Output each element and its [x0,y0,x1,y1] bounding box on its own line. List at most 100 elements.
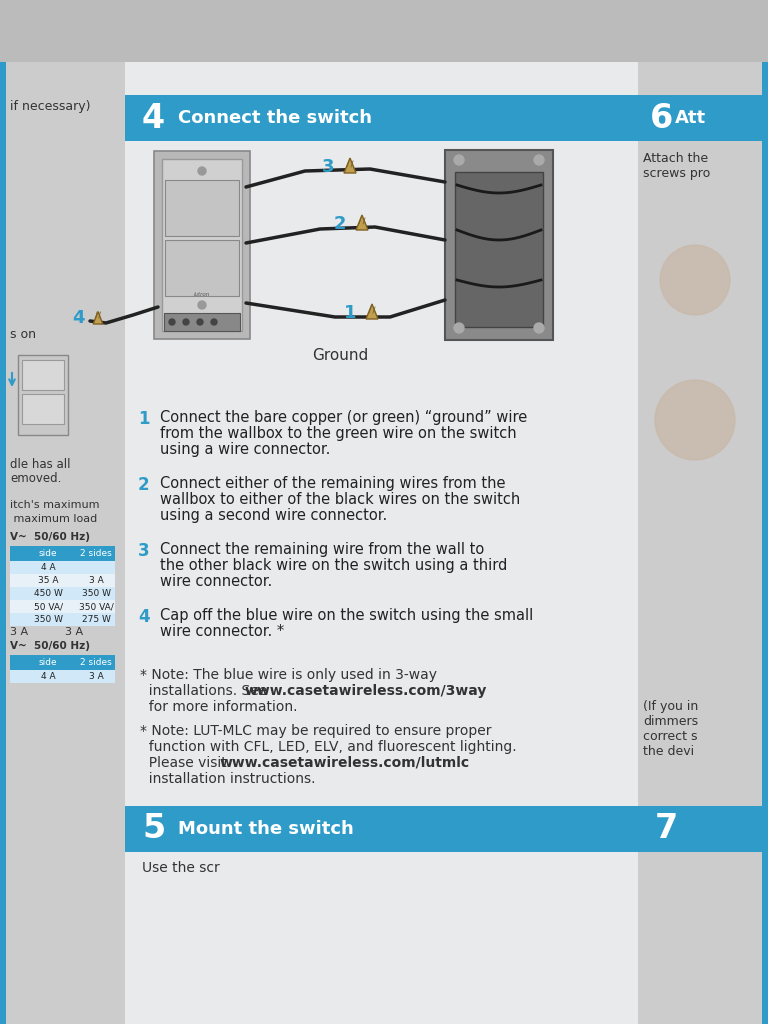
Text: 50 VA/: 50 VA/ [34,602,62,611]
Text: emoved.: emoved. [10,472,61,485]
Bar [638,95,768,141]
Text: Please visit: Please visit [140,756,231,770]
Text: * Note: LUT-MLC may be required to ensure proper: * Note: LUT-MLC may be required to ensur… [140,724,492,738]
Bar [10,655,115,670]
Text: for more information.: for more information. [140,700,297,714]
Text: Connect either of the remaining wires from the: Connect either of the remaining wires fr… [160,476,505,490]
Text: the devi: the devi [643,745,694,758]
Text: Mount the switch: Mount the switch [178,820,354,838]
Text: www.casetawireless.com/3way: www.casetawireless.com/3way [245,684,488,698]
FancyBboxPatch shape [455,172,543,327]
Text: 4 A: 4 A [41,672,55,681]
Text: 350 VA/: 350 VA/ [78,602,114,611]
Text: V~  50/60 Hz): V~ 50/60 Hz) [10,641,90,651]
Text: dle has all: dle has all [10,458,71,471]
Bar [10,613,115,626]
Text: side: side [38,549,58,558]
Text: 2 sides: 2 sides [80,658,112,667]
Bar [10,600,115,613]
FancyBboxPatch shape [154,151,250,339]
Bar [125,95,638,141]
Bar [10,574,115,587]
Text: Use the scr: Use the scr [142,861,220,874]
Text: 35 A: 35 A [38,575,58,585]
Text: V~  50/60 Hz): V~ 50/60 Hz) [10,532,90,542]
Text: function with CFL, LED, ELV, and fluorescent lighting.: function with CFL, LED, ELV, and fluores… [140,740,517,754]
Text: 7: 7 [655,812,678,846]
Text: Att: Att [675,109,706,127]
Text: Attach the: Attach the [643,152,708,165]
Circle shape [534,155,544,165]
Text: maximum load: maximum load [10,514,98,524]
Polygon shape [366,304,378,319]
Bar [10,561,115,574]
Text: side: side [38,658,58,667]
Bar [0,0,768,62]
Text: lutron: lutron [194,293,210,298]
Text: 3: 3 [138,542,150,560]
Bar [0,0,125,1024]
Text: 350 W: 350 W [34,615,62,624]
Text: 4: 4 [142,101,165,134]
Text: itch's maximum: itch's maximum [10,500,100,510]
Text: Connect the remaining wire from the wall to: Connect the remaining wire from the wall… [160,542,485,557]
Circle shape [660,245,730,315]
FancyBboxPatch shape [165,180,239,236]
Text: (If you in: (If you in [643,700,698,713]
Text: 4 A: 4 A [41,563,55,572]
Text: 1: 1 [138,410,150,428]
Text: screws pro: screws pro [643,167,710,180]
Text: 2: 2 [138,476,150,494]
Polygon shape [356,215,368,230]
Text: dimmers: dimmers [643,715,698,728]
Text: 2: 2 [334,215,346,233]
Bar [125,806,638,852]
Text: installations. See: installations. See [140,684,272,698]
Text: 3 A: 3 A [88,575,104,585]
Bar [0,0,6,1024]
Text: if necessary): if necessary) [10,100,91,113]
Text: using a second wire connector.: using a second wire connector. [160,508,387,523]
Text: 1: 1 [344,304,356,322]
FancyBboxPatch shape [445,150,553,340]
Text: 3 A: 3 A [10,627,28,637]
Text: s on: s on [10,328,36,341]
Circle shape [534,323,544,333]
Text: 3: 3 [322,158,334,176]
Text: Connect the switch: Connect the switch [178,109,372,127]
Text: wire connector.: wire connector. [160,574,272,589]
FancyBboxPatch shape [164,313,240,331]
Text: the other black wire on the switch using a third: the other black wire on the switch using… [160,558,508,573]
Text: correct s: correct s [643,730,697,743]
Text: 3 A: 3 A [65,627,83,637]
Bar [22,360,64,390]
Bar [10,670,115,683]
Bar [18,355,68,435]
FancyBboxPatch shape [162,159,242,331]
Text: 3 A: 3 A [88,672,104,681]
Text: wallbox to either of the black wires on the switch: wallbox to either of the black wires on … [160,492,520,507]
Text: installation instructions.: installation instructions. [140,772,316,786]
Bar [10,587,115,600]
Text: 5: 5 [142,812,165,846]
Bar [10,546,115,561]
Text: 4: 4 [71,309,84,327]
Bar [762,0,768,1024]
Text: wire connector. *: wire connector. * [160,624,284,639]
Circle shape [198,167,206,175]
Text: from the wallbox to the green wire on the switch: from the wallbox to the green wire on th… [160,426,517,441]
Text: 6: 6 [650,101,674,134]
Polygon shape [93,311,103,324]
Circle shape [211,319,217,325]
Circle shape [197,319,203,325]
Circle shape [183,319,189,325]
Text: 350 W: 350 W [81,589,111,598]
Circle shape [169,319,175,325]
Text: Ground: Ground [312,347,368,362]
Circle shape [454,155,464,165]
Bar [22,394,64,424]
Polygon shape [344,158,356,173]
Text: www.casetawireless.com/lutmlc: www.casetawireless.com/lutmlc [220,756,470,770]
Bar [638,0,768,1024]
Bar [125,60,638,1024]
